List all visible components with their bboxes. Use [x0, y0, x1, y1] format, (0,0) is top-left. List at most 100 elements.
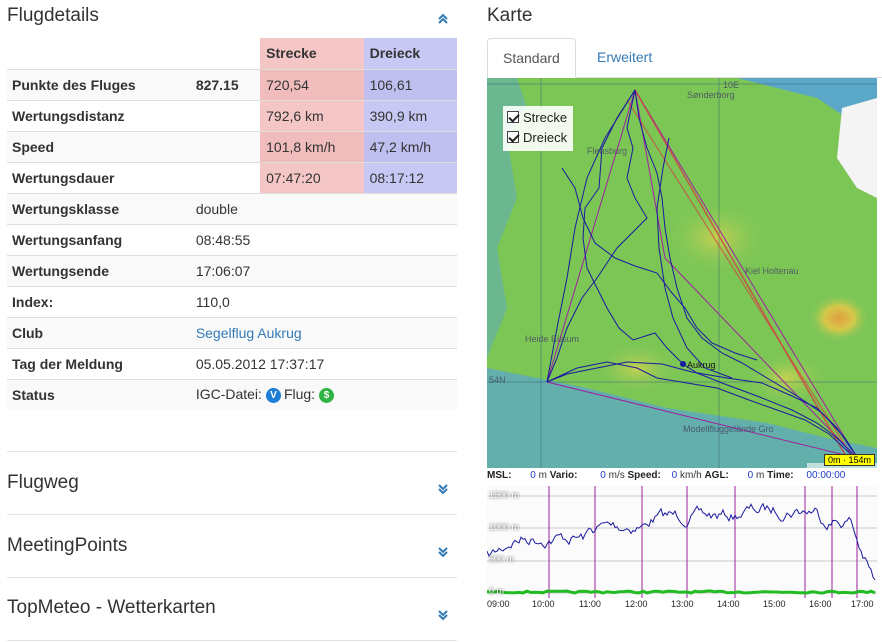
row-label: Tag der Meldung [7, 347, 190, 379]
map-canvas [487, 78, 877, 468]
map-label-flensburg: Flensburg [587, 146, 628, 156]
x-tick: 10:00 [532, 599, 555, 609]
checkbox-strecke[interactable] [507, 111, 519, 123]
dreieck-value: 47,2 km/h [363, 130, 457, 162]
legend-label: Strecke [523, 110, 568, 125]
stat-key: Vario: [549, 470, 578, 481]
row-label: Wertungsende [7, 254, 190, 286]
map-legend: Strecke Dreieck [503, 106, 574, 151]
stat-unit: km/h [679, 470, 702, 481]
sea-north [607, 78, 877, 138]
altitude-trace [487, 502, 876, 581]
row-value: 08:48:55 [189, 223, 457, 255]
stat-key: Speed: [627, 470, 661, 481]
tab-erweitert[interactable]: Erweitert [597, 49, 653, 65]
igc-valid-badge[interactable]: V [265, 388, 281, 404]
y-tick: 0 m [489, 586, 505, 596]
strecke-value: 101,8 km/h [260, 130, 364, 162]
triangle-route [546, 88, 859, 459]
row-label: Speed [7, 130, 190, 162]
table-row: Wertungsdauer 07:47:20 08:17:12 [7, 161, 457, 193]
legend-item-dreieck[interactable]: Dreieck [507, 128, 567, 148]
table-row: Wertungsende 17:06:07 [7, 254, 457, 286]
map-label-modellflug: Modellfluggelände Gro [683, 424, 774, 434]
x-tick: 09:00 [487, 599, 510, 609]
barogram-stats: MSL: 0 m Vario: 0 m/s Speed: 0 km/h AGL:… [487, 470, 877, 484]
x-tick: 13:00 [671, 599, 694, 609]
stat-speed-value: 0 [671, 470, 678, 481]
panel-title-topmeteo[interactable]: TopMeteo - Wetterkarten [7, 597, 216, 618]
map-label-heide: Heide Büsum [525, 334, 580, 344]
divider [7, 577, 457, 578]
stat-unit: m/s [608, 470, 625, 481]
x-tick: 11:00 [579, 599, 601, 609]
row-value: double [189, 192, 457, 224]
stat-unit: m [538, 470, 547, 481]
chevron-down-icon[interactable] [436, 482, 450, 496]
row-label: Index: [7, 285, 190, 317]
row-label: Wertungsklasse [7, 192, 190, 224]
hill-area [747, 353, 827, 403]
stat-key: MSL: [487, 470, 512, 481]
checkbox-dreieck[interactable] [507, 131, 519, 143]
panel-title-flugweg[interactable]: Flugweg [7, 472, 79, 493]
dreieck-value: 390,9 km [363, 99, 457, 131]
table-row: Wertungsdistanz 792,6 km 390,9 km [7, 99, 457, 131]
tab-standard[interactable]: Standard [487, 38, 576, 78]
row-label: Wertungsdauer [7, 161, 190, 193]
table-row: Wertungsklasse double [7, 192, 457, 224]
strecke-route [634, 89, 848, 459]
flight-details-table: Strecke Dreieck Punkte des Fluges 827.15… [7, 38, 457, 410]
row-label: Punkte des Fluges [7, 68, 190, 101]
flight-map[interactable]: 10E Sønderborg Flensburg Kiel Holtenau H… [487, 78, 877, 468]
stat-key: Time: [767, 470, 794, 481]
x-tick: 12:00 [625, 599, 648, 609]
column-header-dreieck: Dreieck [363, 38, 457, 69]
column-header-strecke: Strecke [260, 38, 364, 69]
x-tick: 16:00 [809, 599, 832, 609]
karte-title: Karte [487, 5, 533, 26]
flug-paid-badge[interactable]: $ [319, 388, 335, 404]
x-tick: 17:00 [851, 599, 874, 609]
legend-item-strecke[interactable]: Strecke [507, 108, 567, 128]
aukrug-marker [680, 361, 686, 367]
igc-label: IGC-Datei: [195, 386, 262, 403]
panel-title-meetingpoints[interactable]: MeetingPoints [7, 535, 128, 556]
unrendered-area [837, 98, 877, 198]
dreieck-value: 106,61 [363, 68, 457, 100]
hill-area [667, 203, 767, 273]
points-total: 827.15 [189, 68, 261, 101]
hill-area [809, 294, 869, 342]
map-label-kiel: Kiel Holtenau [745, 266, 799, 276]
flight-track [546, 89, 860, 461]
chevron-down-icon[interactable] [436, 545, 450, 559]
stat-agl-value: 0 [747, 470, 754, 481]
barogram-task-markers [548, 486, 858, 598]
stat-time-value: 00:00:00 [806, 470, 846, 481]
map-label-sonderborg: Sønderborg [687, 90, 735, 100]
stat-vario-value: 0 [600, 470, 606, 481]
left-column: Flugdetails Strecke Dreieck Punkte des F… [7, 5, 457, 641]
stat-msl-value: 0 [530, 470, 536, 481]
y-tick: 500 m [489, 554, 515, 564]
barogram[interactable]: MSL: 0 m Vario: 0 m/s Speed: 0 km/h AGL:… [487, 470, 877, 610]
table-row: Index: 110,0 [7, 285, 457, 317]
legend-label: Dreieck [523, 130, 568, 145]
club-link[interactable]: Segelflug Aukrug [195, 324, 302, 341]
chevron-down-icon[interactable] [436, 608, 450, 622]
map-label-aukrug: Aukrug [687, 360, 716, 370]
barogram-plot [487, 486, 877, 598]
x-tick: 15:00 [763, 599, 786, 609]
y-tick: 1000 m [489, 522, 520, 532]
row-label: Club [7, 316, 190, 348]
flug-label: Flug: [283, 386, 316, 403]
map-scale: 0m · 154m [823, 454, 875, 466]
chevron-up-icon[interactable] [436, 12, 450, 26]
row-label: Status [7, 378, 190, 410]
right-column: Karte Standard Erweitert [482, 0, 882, 642]
status-value: IGC-Datei: V Flug: $ [189, 378, 457, 410]
table-row: Tag der Meldung 05.05.2012 17:37:17 [7, 347, 457, 379]
table-header-row: Strecke Dreieck [7, 38, 457, 69]
divider [7, 640, 457, 641]
triangle-route [634, 89, 858, 459]
